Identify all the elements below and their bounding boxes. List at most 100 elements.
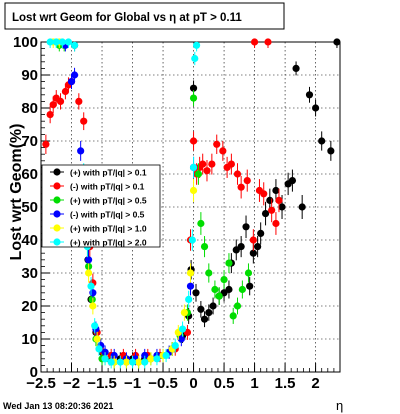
- data-point: [107, 358, 115, 366]
- data-point: [208, 160, 216, 168]
- data-point: [67, 78, 76, 86]
- data-point: [193, 41, 201, 49]
- data-point: [186, 282, 195, 290]
- data-point: [147, 355, 155, 363]
- data-point: [101, 348, 109, 356]
- data-point: [250, 38, 259, 46]
- x-tick-label: −2.5: [26, 375, 56, 392]
- data-point: [211, 285, 219, 294]
- legend-marker: [53, 182, 61, 190]
- data-point: [298, 203, 306, 211]
- y-tick-label: 90: [21, 67, 38, 84]
- data-point: [88, 295, 96, 303]
- data-point: [260, 190, 268, 198]
- data-point: [249, 236, 257, 244]
- data-point: [135, 358, 143, 366]
- x-tick-label: −1.5: [87, 375, 117, 392]
- data-point: [177, 335, 185, 343]
- data-point: [91, 322, 99, 330]
- data-point: [116, 358, 124, 366]
- data-point: [61, 87, 70, 96]
- data-point: [288, 177, 297, 185]
- data-point: [153, 355, 161, 363]
- y-tick-label: 70: [21, 133, 38, 150]
- data-point: [58, 38, 66, 46]
- data-point: [237, 183, 245, 191]
- data-point: [70, 71, 79, 79]
- data-point: [305, 91, 314, 99]
- chart-title: Lost wrt Geom for Global vs η at pT > 0.…: [12, 12, 242, 24]
- data-point: [186, 269, 195, 277]
- data-point: [257, 229, 265, 237]
- data-point: [272, 186, 280, 195]
- data-point: [77, 147, 85, 155]
- title-box: Lost wrt Geom for Global vs η at pT > 0.…: [4, 2, 285, 30]
- data-point: [318, 137, 326, 145]
- data-point: [189, 137, 198, 145]
- data-point: [56, 97, 65, 105]
- data-point: [205, 309, 213, 317]
- data-point: [141, 351, 149, 360]
- y-tick-label: 30: [21, 265, 38, 282]
- y-tick-label: 50: [21, 199, 38, 216]
- data-point: [275, 196, 283, 204]
- x-tick-label: −0.5: [148, 375, 178, 392]
- y-tick-label: 100: [13, 34, 38, 51]
- data-points: [42, 38, 341, 369]
- data-point: [52, 38, 60, 46]
- data-point: [200, 315, 209, 323]
- data-point: [261, 210, 270, 218]
- data-point: [122, 358, 131, 366]
- data-point: [333, 38, 341, 46]
- legend-label: (-) with pT/|q| > 0.5: [70, 210, 145, 220]
- legend-label: (+) with pT/|q| > 0.1: [70, 168, 147, 178]
- title-frame: [4, 2, 285, 30]
- data-point: [185, 295, 193, 303]
- data-point: [180, 309, 188, 317]
- legend: (+) with pT/|q| > 0.1 (-) with pT/|q| > 0…: [41, 164, 161, 248]
- data-point: [215, 292, 223, 300]
- data-point: [189, 186, 198, 195]
- data-point: [192, 289, 200, 297]
- y-axis-label: Lost wrt Geom(%): [8, 124, 25, 261]
- data-point: [254, 243, 262, 251]
- legend-marker: [53, 210, 61, 218]
- legend-label: (+) with pT/|q| > 0.5: [70, 196, 147, 206]
- data-point: [84, 256, 93, 264]
- data-point: [237, 243, 245, 251]
- y-tick-label: 10: [21, 331, 38, 348]
- data-point: [249, 249, 257, 257]
- data-point: [84, 269, 93, 277]
- data-point: [189, 163, 198, 171]
- x-tick-label: 0: [189, 375, 197, 392]
- data-point: [227, 160, 235, 168]
- x-tick-label: 0.5: [214, 375, 235, 392]
- data-point: [220, 276, 228, 284]
- data-point: [278, 203, 286, 211]
- legend-marker: [53, 224, 61, 232]
- data-point: [89, 289, 97, 297]
- data-point: [75, 97, 83, 105]
- data-point: [191, 54, 199, 63]
- y-tick-label: 80: [21, 100, 38, 117]
- data-point: [46, 38, 54, 46]
- data-point: [229, 312, 237, 320]
- data-point: [327, 147, 335, 155]
- data-point: [87, 282, 95, 290]
- legend-label: (+) with pT/|q| > 1.0: [70, 224, 147, 234]
- legend-label: (+) with pT/|q| > 2.0: [70, 238, 147, 248]
- data-point: [189, 84, 198, 92]
- y-tick-labels: 0 10 20 30 40 50 60 70 80 90 100: [13, 34, 38, 381]
- data-point: [199, 160, 207, 168]
- x-tick-labels: −2.5 −2 −1.5 −1 −0.5 0 0.5 1 1.5 2: [26, 375, 320, 392]
- data-point: [197, 305, 205, 313]
- data-point: [194, 170, 203, 178]
- data-point: [188, 236, 196, 244]
- data-point: [128, 358, 137, 366]
- legend-marker: [53, 196, 61, 204]
- x-tick-label: 1.5: [275, 375, 296, 392]
- data-point: [89, 302, 97, 310]
- data-point: [209, 302, 217, 310]
- x-tick-label: −1: [124, 375, 141, 392]
